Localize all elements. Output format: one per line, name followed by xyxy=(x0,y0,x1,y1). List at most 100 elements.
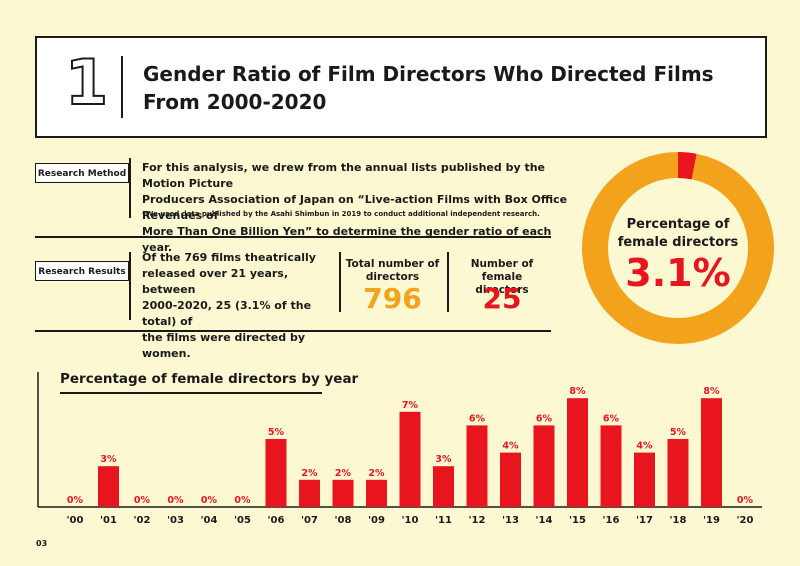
bar-value-label-19: 8% xyxy=(703,386,720,397)
bar-value-label-16: 6% xyxy=(603,413,620,424)
bar-15 xyxy=(567,398,588,507)
x-tick-label-5: '05 xyxy=(234,515,251,526)
female-directors-label-2: directors xyxy=(475,284,529,296)
stat-divider-1 xyxy=(339,252,341,312)
total-directors-label: Total number of directors xyxy=(345,258,440,284)
x-tick-label-19: '19 xyxy=(703,515,720,526)
x-tick-label-3: '03 xyxy=(167,515,184,526)
bar-16 xyxy=(600,425,622,507)
bar-value-label-2: 0% xyxy=(134,495,151,506)
page-title-line-2: From 2000-2020 xyxy=(143,90,327,114)
bar-value-label-14: 6% xyxy=(536,413,553,424)
bar-value-label-7: 2% xyxy=(301,468,318,479)
total-directors-label-1: Total number of xyxy=(345,258,440,270)
donut-female-slice xyxy=(677,152,697,180)
method-line-3: More Than One Billion Yen” to determine … xyxy=(142,225,552,254)
x-tick-label-7: '07 xyxy=(301,515,318,526)
bar-18 xyxy=(667,439,689,507)
bar-6 xyxy=(265,439,287,507)
x-tick-label-17: '17 xyxy=(636,515,653,526)
bar-value-label-13: 4% xyxy=(502,441,519,452)
bar-value-label-3: 0% xyxy=(167,495,184,506)
female-directors-label: Number of female directors xyxy=(452,258,552,297)
female-directors-label-1: Number of female xyxy=(470,258,534,283)
method-text: For this analysis, we drew from the annu… xyxy=(142,160,582,256)
total-directors-value: 796 xyxy=(363,282,422,315)
bar-10 xyxy=(399,411,421,507)
page-title-line-1: Gender Ratio of Film Directors Who Direc… xyxy=(143,62,714,86)
results-line-1: Of the 769 films theatrically xyxy=(142,251,316,264)
stat-divider-2 xyxy=(447,252,449,312)
bar-8 xyxy=(332,479,354,507)
x-tick-label-8: '08 xyxy=(335,515,352,526)
bar-value-label-0: 0% xyxy=(67,495,84,506)
title-divider xyxy=(121,56,123,118)
bar-value-label-10: 7% xyxy=(402,400,419,411)
x-tick-label-20: '20 xyxy=(737,515,754,526)
female-directors-value: 25 xyxy=(482,282,522,315)
bar-value-label-6: 5% xyxy=(268,427,285,438)
x-tick-label-9: '09 xyxy=(368,515,385,526)
research-results-tag: Research Results xyxy=(35,261,129,281)
research-method-tag: Research Method xyxy=(35,163,129,183)
x-tick-label-0: '00 xyxy=(67,515,84,526)
x-tick-label-4: '04 xyxy=(201,515,218,526)
donut-value: 3.1% xyxy=(625,251,731,295)
donut-svg xyxy=(582,152,774,344)
x-tick-label-1: '01 xyxy=(100,515,117,526)
bar-13 xyxy=(500,452,521,507)
x-tick-label-18: '18 xyxy=(670,515,687,526)
bar-value-label-11: 3% xyxy=(435,454,452,465)
section-divider-2 xyxy=(35,330,551,332)
results-line-4: the films were directed by women. xyxy=(142,331,305,360)
x-tick-label-15: '15 xyxy=(569,515,586,526)
results-text: Of the 769 films theatrically released o… xyxy=(142,250,342,362)
title-box: 1 Gender Ratio of Film Directors Who Dir… xyxy=(35,36,767,138)
x-tick-label-16: '16 xyxy=(603,515,620,526)
page-title: Gender Ratio of Film Directors Who Direc… xyxy=(143,60,753,116)
x-tick-label-2: '02 xyxy=(134,515,151,526)
x-tick-label-6: '06 xyxy=(268,515,285,526)
donut-label-2: female directors xyxy=(617,235,739,250)
bar-7 xyxy=(299,479,320,507)
x-tick-label-13: '13 xyxy=(502,515,519,526)
bar-value-label-5: 0% xyxy=(234,495,251,506)
chart-title: Percentage of female directors by year xyxy=(60,371,359,387)
x-tick-label-11: '11 xyxy=(435,515,452,526)
bar-value-label-1: 3% xyxy=(100,454,117,465)
page-number: 03 xyxy=(36,539,48,548)
section-number: 1 xyxy=(64,46,109,119)
x-tick-label-10: '10 xyxy=(402,515,419,526)
bar-value-label-4: 0% xyxy=(201,495,218,506)
bar-14 xyxy=(533,425,555,507)
bar-value-label-15: 8% xyxy=(569,386,586,397)
x-tick-label-14: '14 xyxy=(536,515,553,526)
donut-label: Percentage of female directors xyxy=(580,216,776,252)
bar-value-label-20: 0% xyxy=(737,495,754,506)
bar-1 xyxy=(98,466,119,507)
results-line-2: released over 21 years, between xyxy=(142,267,289,296)
method-divider xyxy=(129,158,131,218)
method-line-2: Producers Association of Japan on “Live-… xyxy=(142,193,568,222)
results-line-3: 2000-2020, 25 (3.1% of the total) of xyxy=(142,299,312,328)
method-note: *We used data published by the Asahi Shi… xyxy=(142,210,540,218)
total-directors-label-2: directors xyxy=(365,271,420,283)
bar-value-label-9: 2% xyxy=(368,468,385,479)
chart-title-underline xyxy=(60,392,322,394)
bar-value-label-18: 5% xyxy=(670,427,687,438)
bar-11 xyxy=(433,466,454,507)
bar-value-label-17: 4% xyxy=(636,441,653,452)
donut-label-1: Percentage of xyxy=(626,217,730,232)
bar-value-label-8: 2% xyxy=(335,468,352,479)
bar-12 xyxy=(466,425,488,507)
bar-value-label-12: 6% xyxy=(469,413,486,424)
x-tick-label-12: '12 xyxy=(469,515,486,526)
bar-19 xyxy=(701,398,722,507)
donut-chart: Percentage of female directors 3.1% xyxy=(580,150,776,346)
section-divider-1 xyxy=(35,236,551,238)
method-line-1: For this analysis, we drew from the annu… xyxy=(142,161,545,190)
bar-9 xyxy=(366,479,387,507)
bar-17 xyxy=(634,452,655,507)
results-divider xyxy=(129,252,131,320)
